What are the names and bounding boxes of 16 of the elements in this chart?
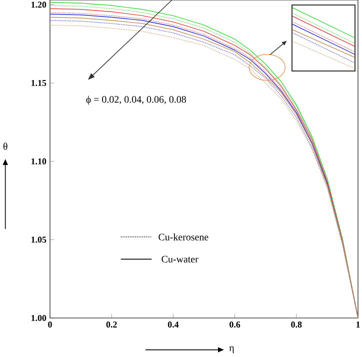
y-tick-label: 1.05 (32, 236, 46, 243)
x-tick-label: 1 (356, 322, 360, 328)
x-tick-label: 0.2 (106, 322, 117, 328)
x-tick-label: 0 (48, 322, 52, 328)
y-tick-label: 1.10 (32, 158, 46, 164)
y-tick-label: 1.15 (32, 80, 46, 86)
x-tick-label: 0.4 (168, 322, 179, 328)
y-tick-label: 1.20 (32, 2, 46, 8)
x-tick-label: 0.8 (291, 322, 302, 328)
x-tick-label: 0.6 (230, 322, 240, 328)
y-tick-label: 1.00 (32, 314, 46, 322)
annotation: ϕ = 0.02, 0.04, 0.06, 0.08 (86, 96, 186, 105)
annotation: Cu-kerosene (158, 233, 208, 240)
x-axis-title: η (229, 346, 234, 354)
annotation: Cu-water (162, 256, 198, 263)
y-axis-title: θ (3, 142, 8, 150)
